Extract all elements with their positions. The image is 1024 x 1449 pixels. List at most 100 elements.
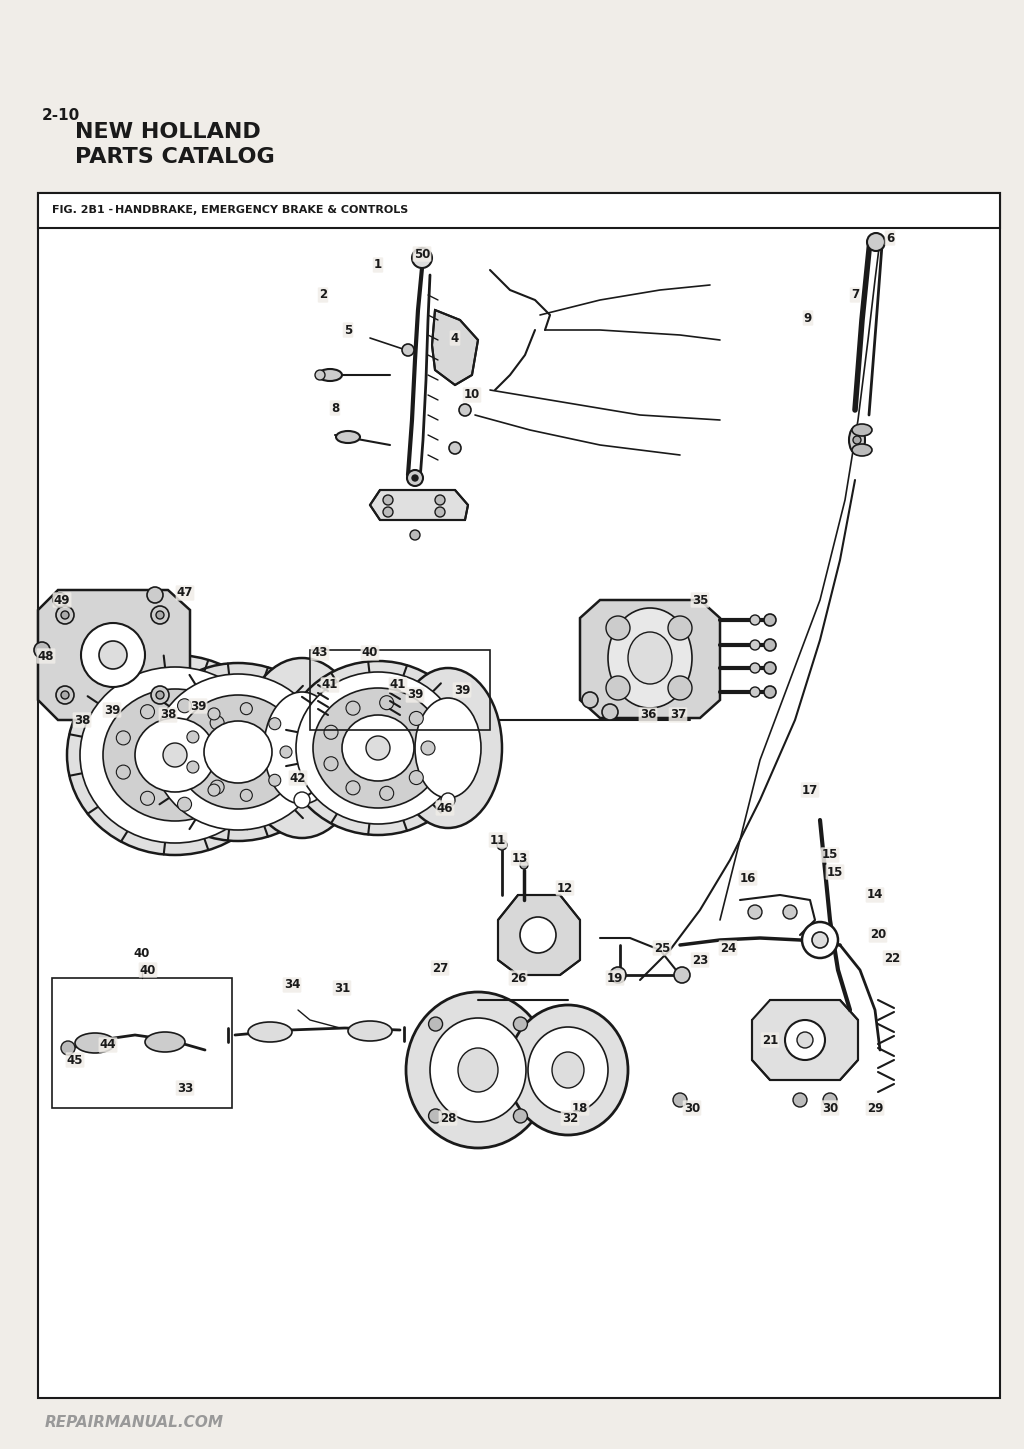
Circle shape <box>407 469 423 485</box>
Polygon shape <box>432 310 478 385</box>
Ellipse shape <box>204 722 272 782</box>
Text: 45: 45 <box>67 1053 83 1066</box>
Circle shape <box>802 922 838 958</box>
Ellipse shape <box>141 664 335 840</box>
Circle shape <box>210 780 224 794</box>
Ellipse shape <box>628 632 672 684</box>
Text: 19: 19 <box>607 971 624 984</box>
Text: 40: 40 <box>134 948 151 961</box>
Text: 30: 30 <box>822 1101 838 1114</box>
Circle shape <box>674 966 690 982</box>
Circle shape <box>380 787 393 800</box>
Text: 10: 10 <box>464 388 480 401</box>
Text: 38: 38 <box>74 713 90 726</box>
Circle shape <box>750 640 760 651</box>
Text: 49: 49 <box>53 594 71 607</box>
Circle shape <box>280 746 292 758</box>
Text: 24: 24 <box>720 942 736 955</box>
Polygon shape <box>370 490 468 520</box>
Bar <box>38 193 1000 227</box>
Text: FIG. 2B1 -: FIG. 2B1 - <box>52 204 113 214</box>
Circle shape <box>223 748 237 762</box>
Circle shape <box>117 730 130 745</box>
Text: 41: 41 <box>322 678 338 691</box>
Text: 39: 39 <box>189 700 206 713</box>
Ellipse shape <box>103 690 247 822</box>
Polygon shape <box>580 600 720 719</box>
Text: 30: 30 <box>684 1101 700 1114</box>
Circle shape <box>380 696 393 710</box>
Text: 4: 4 <box>451 332 459 345</box>
Text: 13: 13 <box>512 852 528 865</box>
Text: 34: 34 <box>284 978 300 991</box>
Text: 22: 22 <box>884 952 900 965</box>
Circle shape <box>140 791 155 806</box>
Text: HANDBRAKE, EMERGENCY BRAKE & CONTROLS: HANDBRAKE, EMERGENCY BRAKE & CONTROLS <box>115 204 409 214</box>
Text: 31: 31 <box>334 981 350 994</box>
Text: 18: 18 <box>571 1101 588 1114</box>
Text: 14: 14 <box>866 888 883 901</box>
Ellipse shape <box>67 655 283 855</box>
Text: 43: 43 <box>312 646 328 659</box>
Circle shape <box>513 1108 527 1123</box>
Ellipse shape <box>342 714 414 781</box>
Text: 46: 46 <box>437 801 454 814</box>
Text: 26: 26 <box>510 971 526 984</box>
Text: 48: 48 <box>38 649 54 662</box>
Text: 15: 15 <box>822 849 839 862</box>
Ellipse shape <box>406 993 550 1148</box>
Text: 41: 41 <box>390 678 407 691</box>
Circle shape <box>383 507 393 517</box>
Ellipse shape <box>528 1027 608 1113</box>
Text: 6: 6 <box>886 232 894 245</box>
Polygon shape <box>498 895 580 975</box>
Circle shape <box>210 716 224 730</box>
Circle shape <box>410 711 423 726</box>
Text: 8: 8 <box>331 401 339 414</box>
Ellipse shape <box>552 1052 584 1088</box>
Text: 33: 33 <box>177 1081 194 1094</box>
Text: NEW HOLLAND: NEW HOLLAND <box>75 122 261 142</box>
Text: 9: 9 <box>804 312 812 325</box>
Ellipse shape <box>75 1033 115 1053</box>
Circle shape <box>294 793 310 809</box>
Circle shape <box>602 704 618 720</box>
Circle shape <box>383 496 393 506</box>
Circle shape <box>241 703 252 714</box>
Text: REPAIRMANUAL.COM: REPAIRMANUAL.COM <box>45 1416 224 1430</box>
Circle shape <box>520 861 528 869</box>
Text: 25: 25 <box>653 942 670 955</box>
Circle shape <box>56 606 74 625</box>
Circle shape <box>346 781 360 796</box>
Circle shape <box>610 966 626 982</box>
Circle shape <box>208 709 220 720</box>
Ellipse shape <box>458 1048 498 1093</box>
Circle shape <box>748 906 762 919</box>
Bar <box>310 651 490 730</box>
Circle shape <box>750 614 760 625</box>
Text: 38: 38 <box>160 709 176 722</box>
Ellipse shape <box>394 668 502 827</box>
Polygon shape <box>752 1000 858 1080</box>
Circle shape <box>53 593 67 607</box>
Circle shape <box>459 404 471 416</box>
Ellipse shape <box>248 1022 292 1042</box>
Text: 37: 37 <box>670 709 686 722</box>
Text: 42: 42 <box>290 771 306 784</box>
Circle shape <box>34 642 50 658</box>
Text: 16: 16 <box>739 871 756 884</box>
Ellipse shape <box>348 1022 392 1040</box>
Circle shape <box>315 369 325 380</box>
Ellipse shape <box>336 430 360 443</box>
Circle shape <box>187 761 199 774</box>
Polygon shape <box>38 590 190 720</box>
Circle shape <box>673 1093 687 1107</box>
Text: 23: 23 <box>692 953 709 966</box>
Circle shape <box>268 717 281 730</box>
Circle shape <box>764 662 776 674</box>
Circle shape <box>668 677 692 700</box>
Text: 2: 2 <box>318 288 327 301</box>
Circle shape <box>187 730 199 743</box>
Circle shape <box>151 685 169 704</box>
Ellipse shape <box>296 672 460 824</box>
